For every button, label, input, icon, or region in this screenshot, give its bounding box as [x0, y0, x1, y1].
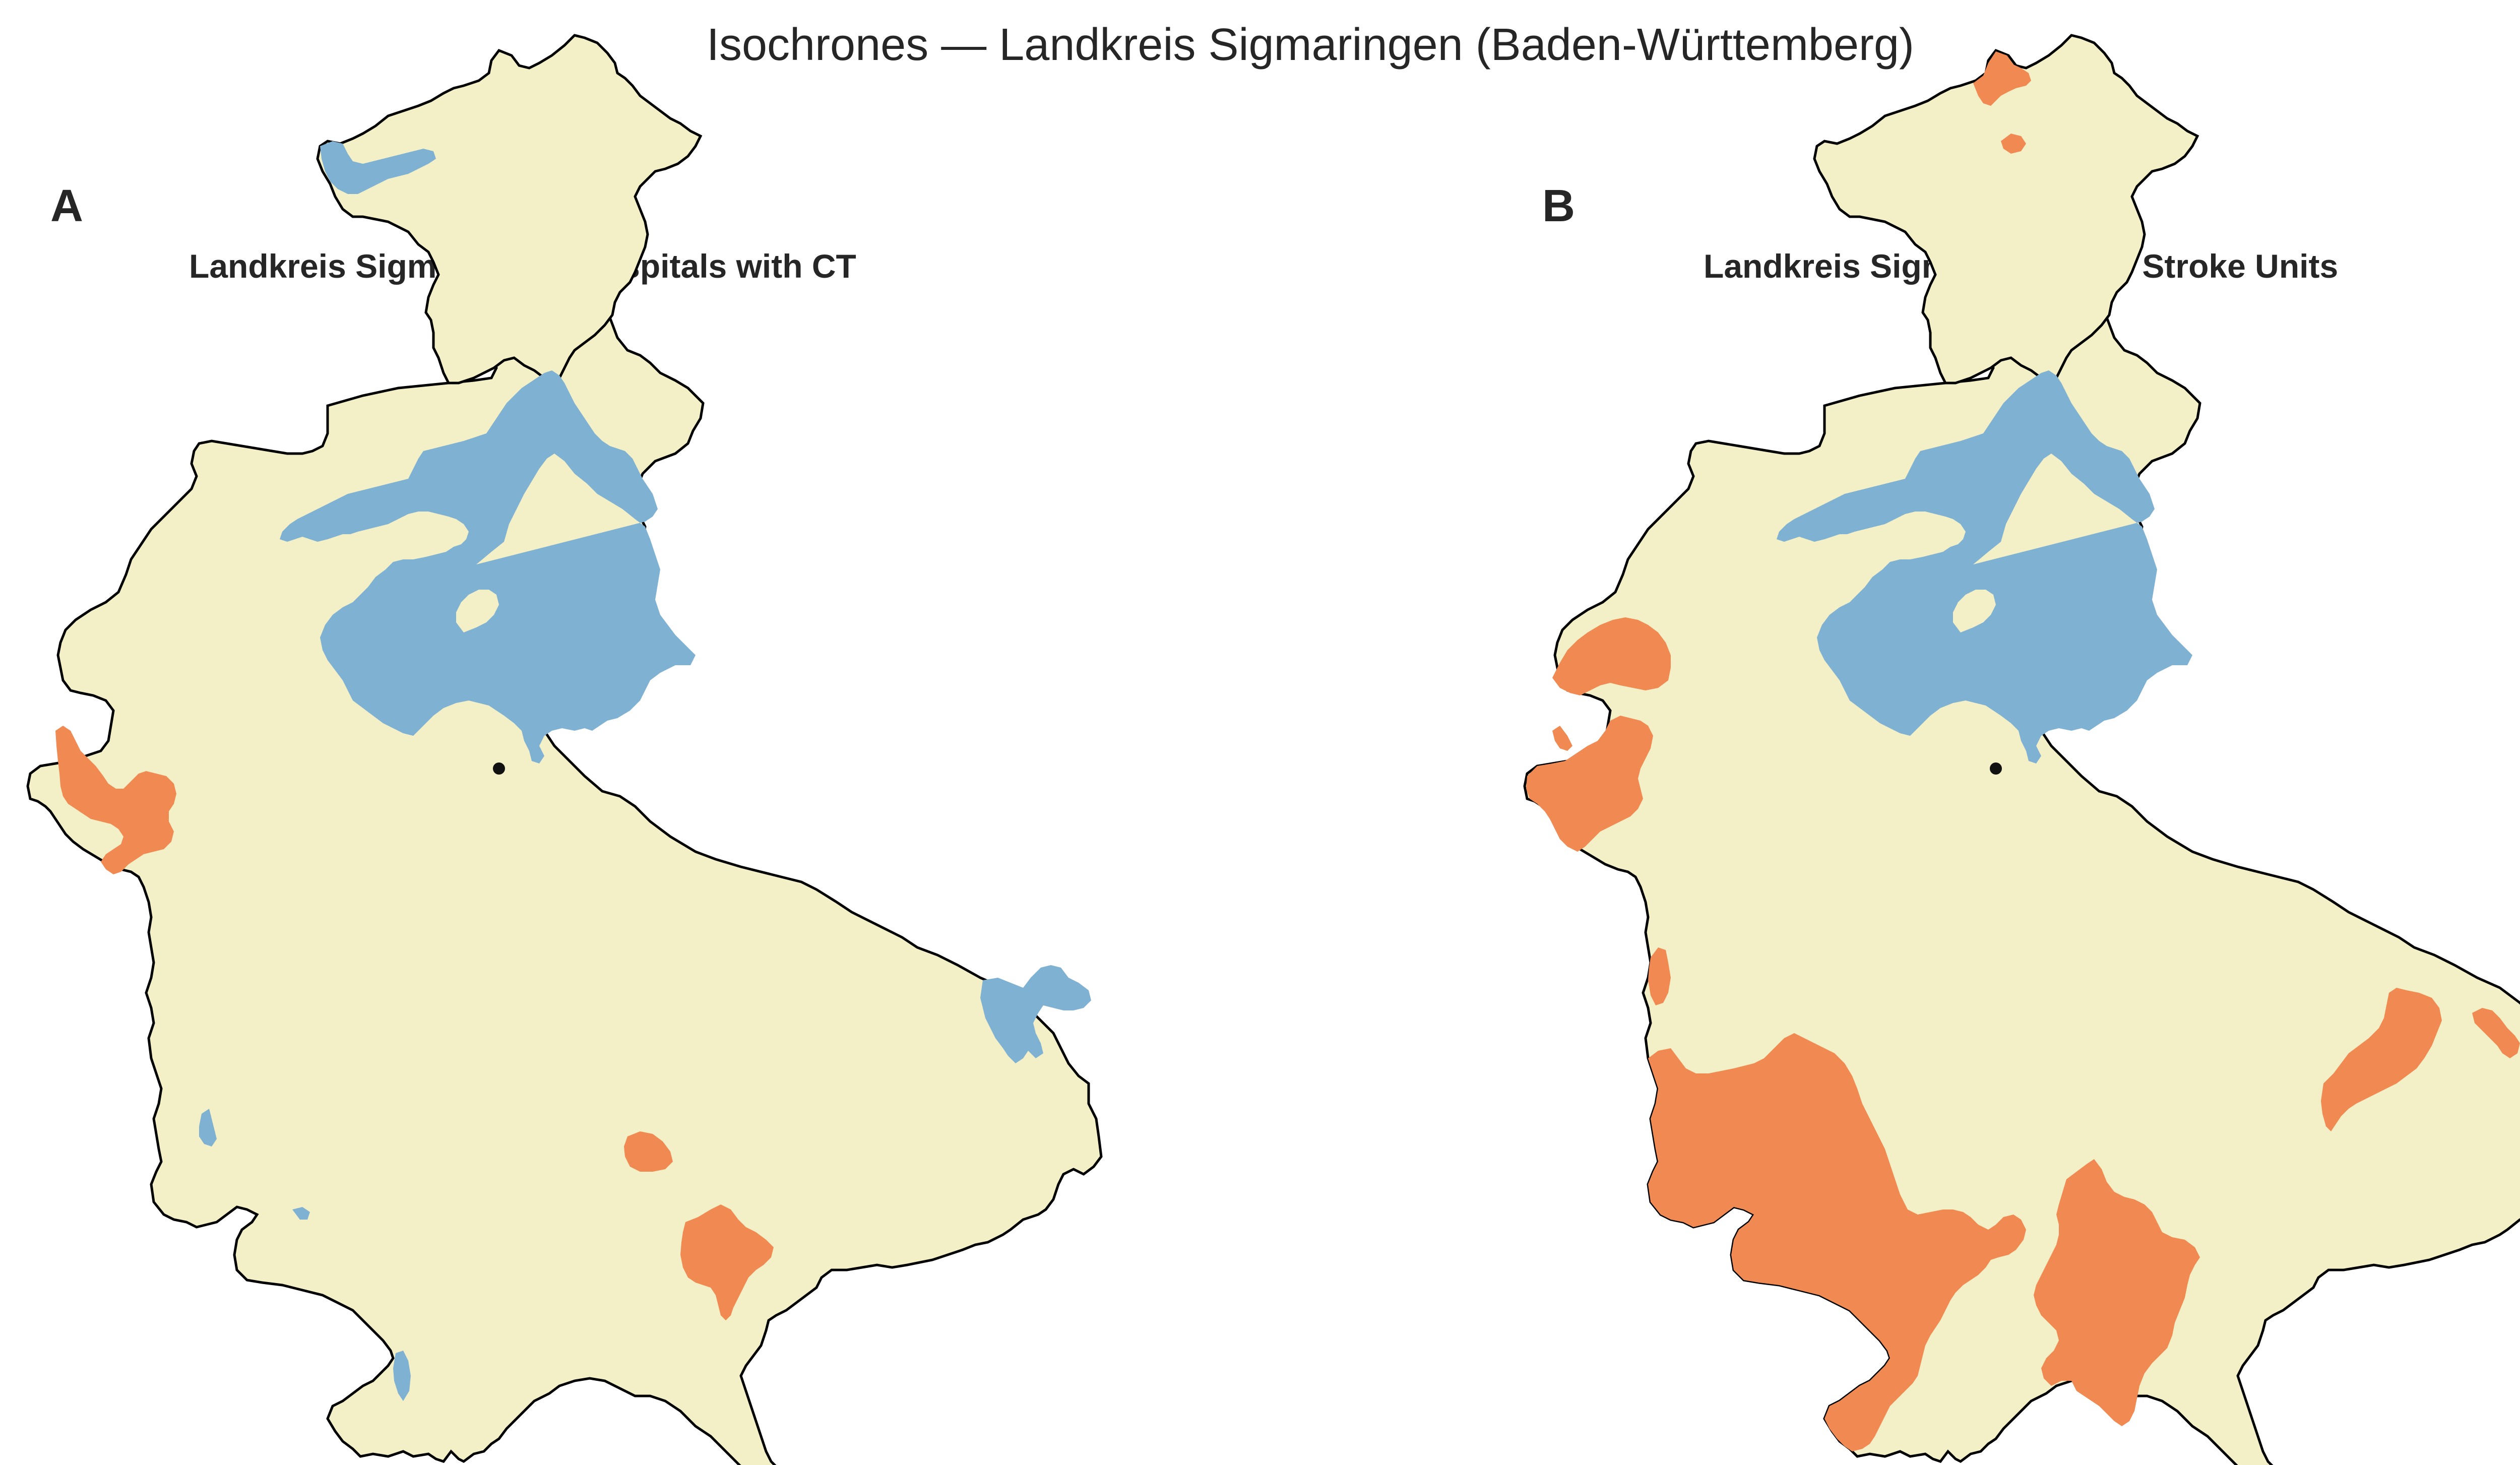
orange-isochrone-north: [1973, 51, 2031, 106]
district-shape-north: [1813, 34, 2199, 385]
blue-isochrone-sw: [199, 1109, 217, 1146]
blue-isochrone-east: [980, 965, 1091, 1063]
orange-isochrone-east2: [2472, 1008, 2520, 1058]
district-shape: [26, 288, 1103, 1465]
panel-letter: A: [50, 181, 83, 231]
orange-isochrone-west2: [1552, 726, 1572, 751]
orange-isochrone-wmid: [1648, 947, 1671, 1005]
blue-isochrone-s2: [292, 1207, 310, 1220]
blue-isochrone-central: [1777, 370, 2192, 763]
orange-isochrone-mid: [624, 1131, 673, 1172]
hospital-marker: [493, 762, 505, 775]
orange-isochrone-nw: [1552, 617, 1671, 695]
orange-isochrone-north2: [2001, 134, 2026, 154]
figure-title: Isochrones — Landkreis Sigmaringen (Bade…: [706, 20, 1915, 70]
panel-b: B Landkreis Sigmaringen: All Stroke Unit…: [1310, 34, 2520, 1465]
blue-isochrone-north: [320, 141, 436, 194]
orange-isochrone-west: [55, 726, 176, 874]
blue-isochrone-s: [393, 1351, 411, 1401]
orange-isochrone-south: [1648, 1033, 2026, 1451]
panel-letter: B: [1542, 181, 1575, 231]
map-a: [26, 34, 1103, 1465]
orange-isochrone-south-mid: [2034, 1159, 2200, 1426]
orange-isochrone-west: [1526, 716, 1653, 852]
map-b: [1523, 34, 2520, 1465]
orange-isochrone-east: [2321, 988, 2442, 1131]
panel-a: A Landkreis Sigmaringen: Hospitals with …: [0, 34, 1310, 1465]
hospital-marker: [1990, 762, 2002, 775]
blue-isochrone-central: [280, 370, 696, 763]
orange-isochrone-south: [680, 1204, 774, 1320]
district-shape-north: [316, 34, 703, 385]
